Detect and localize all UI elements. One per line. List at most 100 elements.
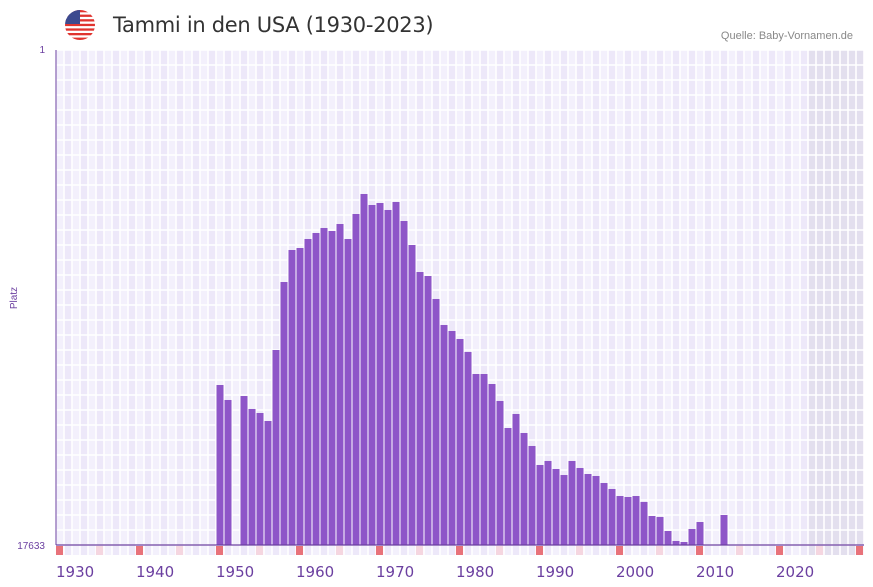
x-tick-label: 2010 [696,563,734,581]
grid-column [632,50,640,555]
grid-column [224,50,232,555]
decade-marker [856,546,863,555]
grid-column [128,50,136,555]
bar-1951 [224,399,232,545]
bar-1978 [440,324,448,545]
grid-column [216,50,224,555]
bar-1995 [576,467,584,545]
grid-column [72,50,80,555]
bar-1993 [560,475,568,545]
grid-column [56,50,64,555]
grid-column [688,50,696,555]
page-title: Tammi in den USA (1930-2023) [113,13,434,37]
bar-1950 [216,385,224,545]
bar-1980 [456,338,464,545]
us-flag-icon [65,10,95,40]
half-decade-marker [256,546,263,555]
bar-1967 [352,214,360,545]
decade-marker [296,546,303,555]
bar-1985 [496,400,504,545]
bar-1997 [592,475,600,545]
bar-1986 [504,427,512,545]
grid-column [272,50,280,555]
bar-1984 [488,383,496,545]
grid-column [768,50,776,555]
bar-1958 [280,282,288,545]
grid-column [136,50,144,555]
grid-column [584,50,592,555]
y-axis-title: Platz [9,287,20,309]
bar-1962 [312,232,320,545]
bar-1973 [400,220,408,545]
bar-2009 [688,528,696,545]
grid-column [712,50,720,555]
bar-2008 [680,541,688,545]
bar-1969 [368,204,376,545]
grid-column [608,50,616,555]
y-tick-label: 1 [39,45,45,56]
grid-column [120,50,128,555]
decade-marker [616,546,623,555]
x-tick-label: 1990 [536,563,574,581]
grid-column [720,50,728,555]
grid-column [856,50,864,555]
half-decade-marker [96,546,103,555]
y-tick-label: 17633 [17,541,45,552]
grid-column [728,50,736,555]
grid-column [800,50,808,555]
decade-marker [776,546,783,555]
grid-column [144,50,152,555]
bar-1954 [248,408,256,545]
grid-column [560,50,568,555]
grid-column [64,50,72,555]
bar-1996 [584,474,592,545]
source-credit[interactable]: Quelle: Baby-Vornamen.de [720,30,853,42]
bar-1988 [520,432,528,545]
grid-column [744,50,752,555]
bar-1959 [288,249,296,545]
grid-column [824,50,832,555]
grid-column [472,50,480,555]
grid-column [792,50,800,555]
half-decade-marker [816,546,823,555]
bar-1955 [256,412,264,545]
grid-column [152,50,160,555]
half-decade-marker [496,546,503,555]
grid-column [112,50,120,555]
grid-column [816,50,824,555]
half-decade-marker [736,546,743,555]
grid-column [184,50,192,555]
grid-column [256,50,264,555]
bar-1965 [336,224,344,545]
half-decade-marker [336,546,343,555]
half-decade-marker [176,546,183,555]
x-tick-label: 1980 [456,563,494,581]
bar-2003 [640,501,648,545]
grid-column [808,50,816,555]
x-tick-label: 1950 [216,563,254,581]
grid-column [648,50,656,555]
bar-2002 [632,496,640,545]
bar-2010 [696,522,704,545]
bar-1979 [448,330,456,545]
bar-1992 [552,469,560,545]
grid-column [480,50,488,555]
grid-column [600,50,608,555]
grid-column [840,50,848,555]
half-decade-marker [576,546,583,555]
half-decade-marker [416,546,423,555]
bar-1961 [304,238,312,545]
grid-column [104,50,112,555]
x-tick-label: 1960 [296,563,334,581]
grid-column [592,50,600,555]
grid-column [656,50,664,555]
bar-1971 [384,209,392,546]
bar-1989 [528,445,536,545]
grid-column [776,50,784,555]
decade-marker [216,546,223,555]
bar-1953 [240,396,248,545]
grid-column [96,50,104,555]
grid-column [528,50,536,555]
bar-1987 [512,413,520,545]
